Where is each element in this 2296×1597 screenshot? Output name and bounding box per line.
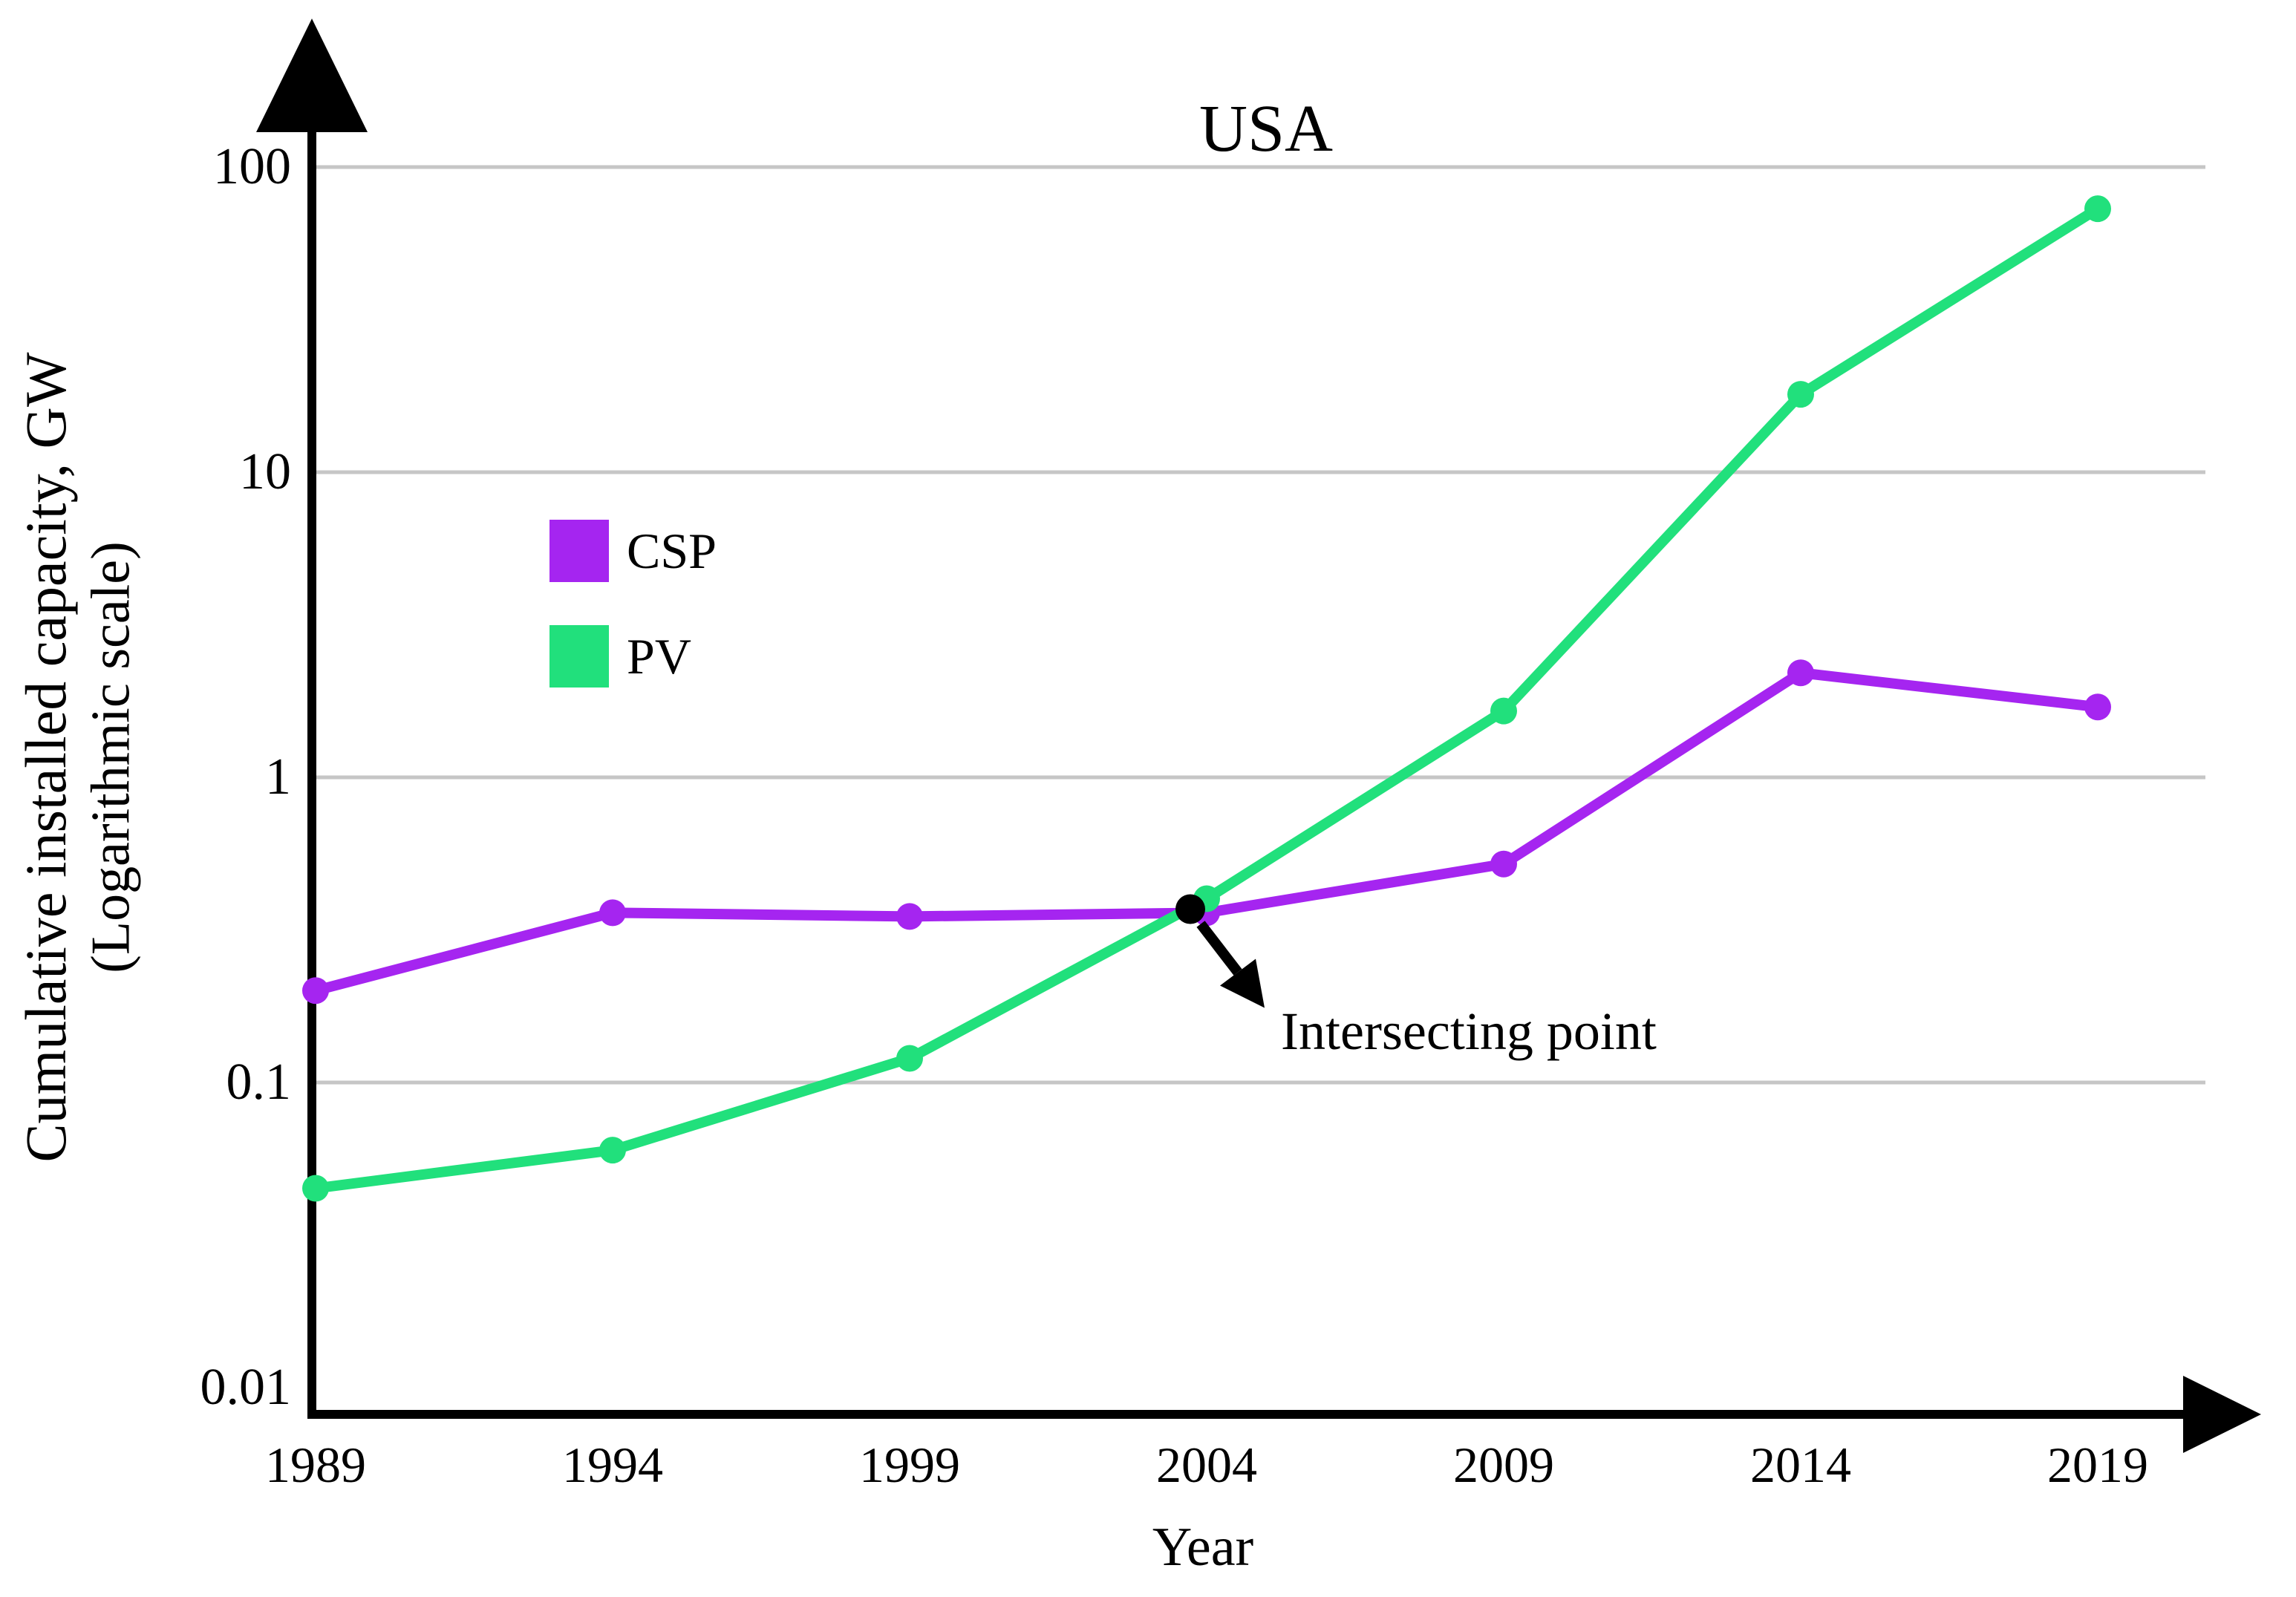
data-point-csp-2014 [1787, 659, 1814, 687]
legend-label-pv: PV [627, 628, 691, 685]
series-line-pv [315, 204, 2101, 1194]
series-line-csp [314, 667, 2098, 996]
legend-swatch-pv [549, 625, 609, 688]
data-point-csp-1999 [896, 903, 923, 930]
annotation-label: Intersecting point [1281, 1002, 1657, 1061]
x-tick-label-2009: 2009 [1453, 1437, 1554, 1493]
x-tick-label-1989: 1989 [265, 1437, 366, 1493]
legend: CSP PV [549, 520, 717, 688]
data-point-csp-2009 [1490, 850, 1517, 878]
data-point-pv-1999 [896, 1045, 923, 1072]
x-axis-title: Year [1152, 1517, 1254, 1578]
chart-title: USA [1198, 92, 1334, 166]
legend-item-pv: PV [549, 625, 717, 688]
y-tick-label-100: 100 [213, 138, 291, 195]
x-tick-label-1999: 1999 [859, 1437, 960, 1493]
x-tick-label-2014: 2014 [1750, 1437, 1851, 1493]
data-point-csp-2019 [2084, 693, 2111, 721]
data-point-csp-1989 [302, 977, 329, 1005]
y-tick-label-0.1: 0.1 [226, 1054, 292, 1111]
y-tick-label-1: 1 [265, 748, 291, 806]
data-point-pv-2019 [2084, 195, 2111, 223]
x-tick-label-1994: 1994 [562, 1437, 663, 1493]
data-point-pv-1989 [302, 1175, 329, 1202]
legend-item-csp: CSP [549, 520, 717, 582]
y-tick-label-0.01: 0.01 [200, 1359, 292, 1416]
annotation-arrow-line [1196, 921, 1242, 976]
data-point-pv-2014 [1787, 381, 1814, 408]
x-tick-label-2004: 2004 [1156, 1437, 1257, 1493]
data-point-csp-1994 [599, 899, 626, 927]
legend-label-csp: CSP [627, 523, 717, 579]
y-axis-arrowhead [256, 19, 368, 132]
intersection-dot [1175, 894, 1205, 924]
x-axis-arrowhead [2183, 1376, 2261, 1453]
data-point-pv-2009 [1490, 697, 1517, 725]
data-point-pv-1994 [599, 1137, 626, 1164]
y-tick-label-10: 10 [239, 443, 291, 500]
legend-swatch-csp [549, 520, 609, 582]
annotation-arrowhead [1220, 958, 1265, 1008]
x-tick-label-2019: 2019 [2047, 1437, 2148, 1493]
